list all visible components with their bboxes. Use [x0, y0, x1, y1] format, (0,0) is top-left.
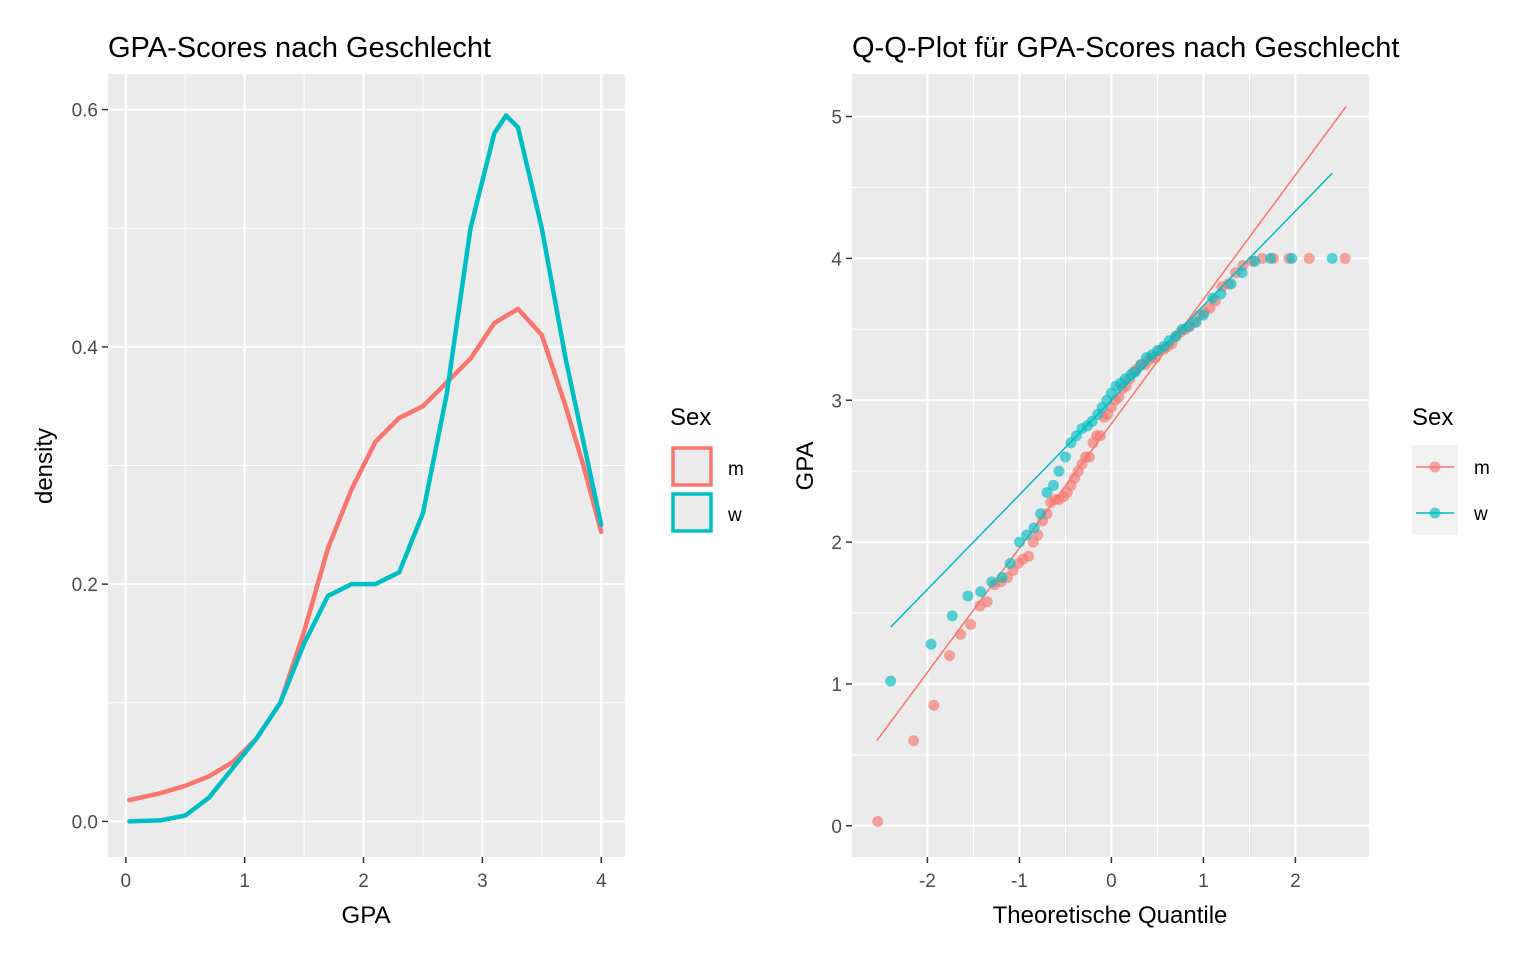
- x-tick-label: 1: [1198, 871, 1209, 892]
- chart-title: Q-Q-Plot für GPA-Scores nach Geschlecht: [852, 32, 1399, 64]
- x-tick-label: 0: [121, 871, 132, 892]
- qq-point-w: [1249, 255, 1261, 267]
- qq-point-w: [1041, 486, 1053, 498]
- y-axis-title: GPA: [792, 442, 819, 491]
- x-tick-label: -2: [919, 871, 936, 892]
- y-tick-label: 5: [831, 108, 842, 129]
- y-tick-label: 2: [831, 533, 842, 554]
- qq-point-w: [1035, 508, 1047, 520]
- qq-point-m: [1094, 430, 1106, 442]
- legend-item-m: m: [1416, 458, 1490, 479]
- qq-point-w: [1197, 309, 1209, 321]
- y-axis-ticks: 0.0 0.2 0.4 0.6: [72, 101, 108, 833]
- qq-point-w: [946, 610, 958, 622]
- legend: Sex m w: [670, 404, 744, 533]
- legend-item-m: m: [671, 446, 744, 487]
- y-tick-label: 0.0: [72, 812, 98, 833]
- qq-point-w: [885, 675, 897, 687]
- qq-point-w: [1053, 465, 1065, 477]
- y-tick-label: 0: [831, 817, 842, 838]
- qq-point-w: [1286, 252, 1298, 264]
- qq-point-w: [1047, 479, 1059, 491]
- x-axis-ticks: -2 -1 0 1 2: [919, 857, 1301, 892]
- x-tick-label: 1: [239, 871, 250, 892]
- qq-point-w: [1190, 316, 1202, 328]
- legend-item-w: w: [671, 492, 742, 533]
- qq-point-m: [981, 596, 993, 608]
- qq-point-w: [1225, 278, 1237, 290]
- qq-point-m: [965, 618, 977, 630]
- legend-label-w: w: [727, 505, 742, 526]
- qq-point-w: [1326, 252, 1338, 264]
- y-tick-label: 3: [831, 391, 842, 412]
- qq-point-w: [975, 586, 987, 598]
- y-axis-ticks: 0 1 2 3 4 5: [831, 108, 852, 838]
- legend-key-background: [1412, 445, 1458, 535]
- qq-point-m: [928, 699, 940, 711]
- qq-point-w: [1004, 557, 1016, 569]
- qq-point-w: [1170, 330, 1182, 342]
- legend: Sex m w: [1412, 404, 1490, 535]
- qq-reference-line-m: [876, 106, 1347, 742]
- qq-point-m: [1023, 550, 1035, 562]
- density-line-w: [127, 113, 604, 824]
- qq-point-w: [986, 576, 998, 588]
- qq-point-w: [1236, 267, 1248, 279]
- qq-point-m: [955, 628, 967, 640]
- y-tick-label: 1: [831, 675, 842, 696]
- x-tick-label: -1: [1011, 871, 1028, 892]
- qq-point-w: [1013, 536, 1025, 548]
- qq-reference-line-w: [890, 172, 1333, 628]
- qq-point-w: [1207, 292, 1219, 304]
- x-tick-label: 2: [1290, 871, 1301, 892]
- legend-key-point-w: [1429, 507, 1441, 519]
- series-layer: [127, 113, 604, 824]
- density-line-m: [127, 306, 604, 803]
- legend-key-point-m: [1429, 461, 1441, 473]
- qq-point-w: [925, 638, 937, 650]
- qq-point-m: [1083, 451, 1095, 463]
- qq-point-w: [962, 590, 974, 602]
- legend-title: Sex: [1412, 404, 1453, 431]
- qq-point-m: [1303, 252, 1315, 264]
- y-tick-label: 0.6: [72, 101, 98, 122]
- x-tick-label: 2: [358, 871, 369, 892]
- qq-point-w: [996, 572, 1008, 584]
- legend-label-m: m: [1474, 458, 1490, 479]
- x-tick-label: 3: [477, 871, 488, 892]
- chart-title: GPA-Scores nach Geschlecht: [108, 32, 491, 64]
- legend-title: Sex: [670, 404, 711, 431]
- legend-key-w: [671, 492, 713, 533]
- legend-label-m: m: [728, 459, 744, 480]
- qq-point-w: [1265, 252, 1277, 264]
- qq-point-w: [1215, 288, 1227, 300]
- legend-item-w: w: [1416, 504, 1488, 525]
- x-axis-ticks: 0 1 2 3 4: [121, 857, 607, 892]
- qq-point-w: [1021, 529, 1033, 541]
- x-tick-label: 4: [596, 871, 607, 892]
- x-axis-title: Theoretische Quantile: [993, 902, 1228, 929]
- series-w: [885, 172, 1338, 687]
- x-axis-title: GPA: [342, 902, 391, 929]
- x-tick-label: 0: [1106, 871, 1117, 892]
- qq-point-w: [1028, 522, 1040, 534]
- y-tick-label: 0.2: [72, 575, 98, 596]
- y-tick-label: 0.4: [72, 338, 99, 359]
- qq-point-m: [1339, 252, 1351, 264]
- y-axis-title: density: [31, 428, 58, 504]
- qq-point-m: [944, 650, 956, 662]
- qq-point-m: [872, 816, 884, 828]
- legend-label-w: w: [1473, 504, 1488, 525]
- series-layer: [872, 106, 1351, 828]
- qq-chart: Q-Q-Plot für GPA-Scores nach Geschlecht …: [792, 32, 1490, 929]
- qq-point-m: [908, 735, 920, 747]
- qq-point-w: [1059, 451, 1071, 463]
- y-tick-label: 4: [831, 249, 842, 270]
- legend-key-m: [671, 446, 713, 487]
